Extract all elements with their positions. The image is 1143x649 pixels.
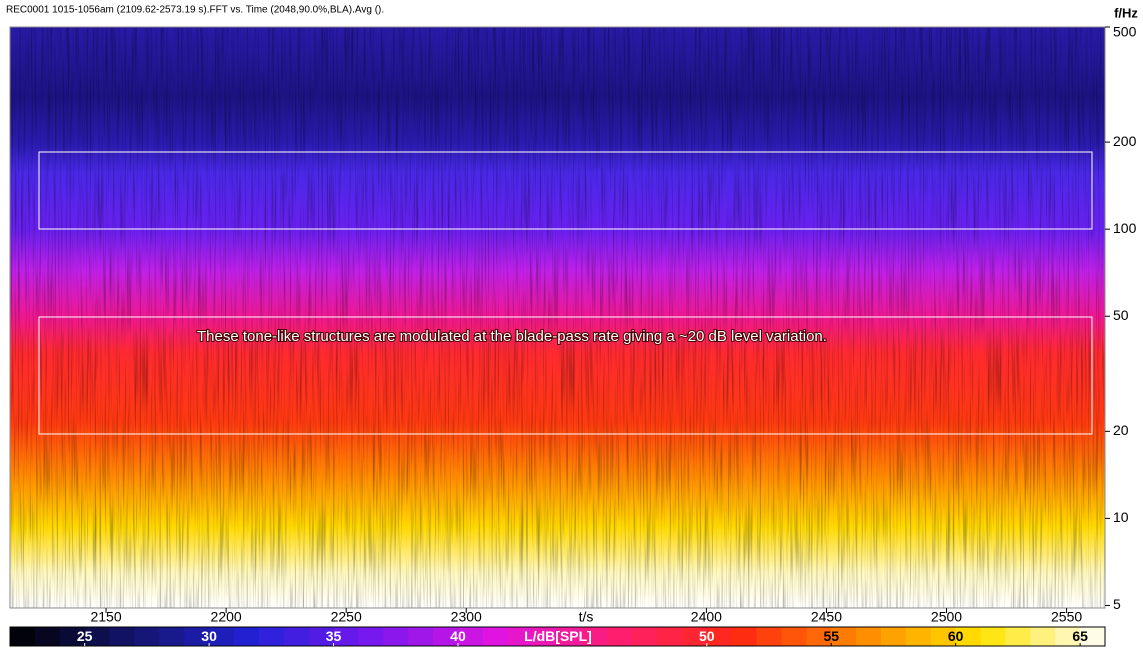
colorbar-step: [283, 627, 310, 646]
x-tick-label: 2550: [1051, 609, 1082, 625]
y-axis-label: f/Hz: [1114, 5, 1138, 20]
x-tick-label: 2150: [90, 609, 121, 625]
colorbar-step: [34, 627, 61, 646]
colorbar-step: [955, 627, 982, 646]
y-tick-label: 200: [1113, 133, 1137, 149]
colorbar-tick-label: 25: [77, 628, 93, 644]
colorbar-step: [308, 627, 335, 646]
x-tick-label: 2500: [931, 609, 962, 625]
colorbar-tick-label: 40: [450, 628, 466, 644]
y-tick-label: 20: [1113, 422, 1129, 438]
colorbar-step: [632, 627, 658, 646]
x-axis-label: t/s: [579, 609, 594, 625]
colorbar-step: [159, 627, 185, 646]
colorbar-step: [756, 627, 782, 646]
colorbar-step: [10, 627, 36, 646]
y-tick-label: 5: [1113, 596, 1121, 612]
colorbar-step: [134, 627, 160, 646]
colorbar-step: [457, 627, 484, 646]
x-tick-label: 2300: [451, 609, 482, 625]
colorbar-step: [1030, 627, 1056, 646]
colorbar-step: [856, 627, 882, 646]
colorbar-step: [582, 627, 608, 646]
colorbar-step: [532, 627, 558, 646]
colorbar-step: [233, 627, 260, 646]
colorbar-step: [681, 627, 708, 646]
colorbar-tick-label: 35: [326, 628, 342, 644]
colorbar-step: [507, 627, 534, 646]
y-tick-label: 500: [1113, 24, 1137, 40]
x-tick-label: 2200: [211, 609, 242, 625]
chart-title: REC0001 1015-1056am (2109.62-2573.19 s).…: [6, 5, 384, 16]
colorbar-step: [557, 627, 583, 646]
colorbar-step: [109, 627, 135, 646]
colorbar-tick-label: 60: [948, 628, 964, 644]
colorbar-step: [1005, 627, 1031, 646]
highlight-box: [38, 151, 1093, 230]
colorbar-tick-label: 30: [201, 628, 217, 644]
colorbar-step: [1055, 627, 1081, 646]
colorbar-step: [433, 627, 459, 646]
y-tick-label: 50: [1113, 307, 1129, 323]
colorbar-step: [383, 627, 409, 646]
colorbar-step: [184, 627, 210, 646]
colorbar-tick-label: 65: [1072, 628, 1088, 644]
colorbar-tick-label: 50: [699, 628, 715, 644]
annotation: These tone-like structures are modulated…: [197, 328, 827, 345]
colorbar-frame: [9, 626, 1106, 647]
colorbar-step: [408, 627, 434, 646]
colorbar-step: [980, 627, 1006, 646]
colorbar-step: [930, 627, 957, 646]
colorbar-step: [84, 627, 111, 646]
colorbar-step: [358, 627, 384, 646]
highlight-box: [38, 316, 1093, 435]
colorbar-step: [731, 627, 758, 646]
colorbar-step: [333, 627, 359, 646]
colorbar-step: [482, 627, 509, 646]
x-tick-label: 2400: [691, 609, 722, 625]
colorbar-step: [657, 627, 683, 646]
colorbar-tick-label: 55: [823, 628, 839, 644]
y-tick-label: 100: [1113, 220, 1137, 236]
colorbar-step: [258, 627, 285, 646]
colorbar-step: [905, 627, 932, 646]
colorbar-label: L/dB[SPL]: [524, 628, 592, 644]
colorbar-step: [59, 627, 86, 646]
colorbar-step: [209, 627, 235, 646]
x-tick-label: 2450: [811, 609, 842, 625]
colorbar-step: [831, 627, 857, 646]
colorbar-step: [781, 627, 807, 646]
colorbar-step: [607, 627, 633, 646]
colorbar-step: [706, 627, 733, 646]
plot-frame: [9, 26, 1106, 609]
y-tick-label: 10: [1113, 509, 1129, 525]
plot-area: These tone-like structures are modulated…: [9, 26, 1106, 609]
colorbar-step: [1080, 627, 1106, 646]
colorbar-step: [806, 627, 832, 646]
colorbar-step: [881, 627, 907, 646]
x-tick-label: 2250: [331, 609, 362, 625]
